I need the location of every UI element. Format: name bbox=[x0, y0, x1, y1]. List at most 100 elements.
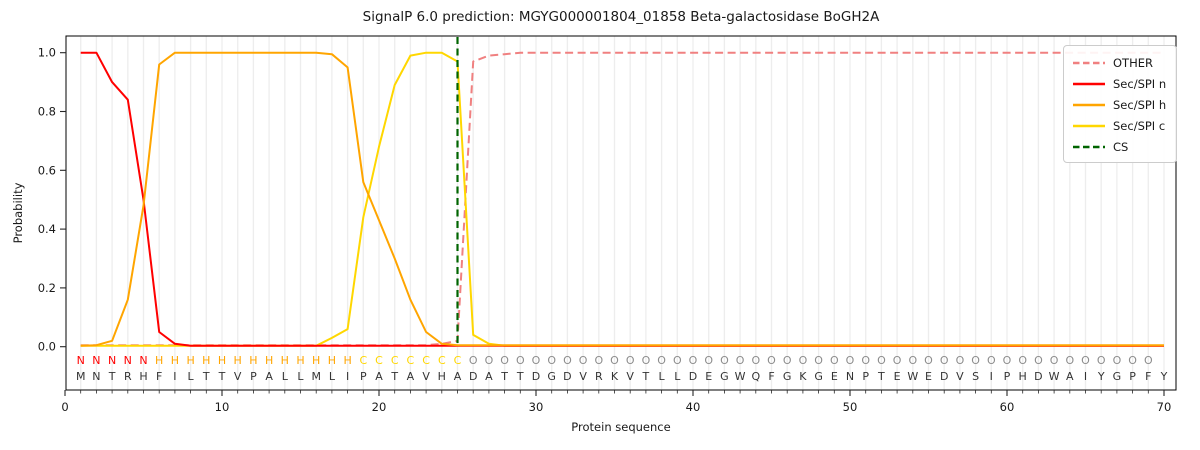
sec-spi-h-line bbox=[80, 51, 1164, 347]
region-letter: O bbox=[877, 354, 886, 367]
sequence-letter: Y bbox=[1097, 370, 1105, 383]
region-letter: O bbox=[1097, 354, 1106, 367]
legend-line-sample bbox=[1073, 145, 1105, 148]
sequence-letter: A bbox=[407, 370, 415, 383]
sec-spi-n-line bbox=[80, 51, 1164, 347]
region-letter: O bbox=[971, 354, 980, 367]
legend-entry: Sec/SPI h bbox=[1072, 94, 1168, 115]
sequence-letter: E bbox=[705, 370, 712, 383]
region-letter: N bbox=[139, 354, 147, 367]
region-letter: O bbox=[720, 354, 729, 367]
legend-line-sample bbox=[1073, 103, 1105, 106]
legend-line-sample bbox=[1073, 124, 1105, 127]
sequence-letter: N bbox=[92, 370, 100, 383]
region-letter: O bbox=[1050, 354, 1059, 367]
region-letter: O bbox=[516, 354, 525, 367]
region-letter: N bbox=[92, 354, 100, 367]
region-letter: O bbox=[987, 354, 996, 367]
region-letter: O bbox=[689, 354, 698, 367]
region-letter: O bbox=[485, 354, 494, 367]
legend-entry: OTHER bbox=[1072, 52, 1168, 73]
sequence-letter: P bbox=[360, 370, 367, 383]
sequence-letter: E bbox=[894, 370, 901, 383]
legend-label: Sec/SPI h bbox=[1113, 97, 1167, 112]
sequence-letter: H bbox=[438, 370, 446, 383]
sequence-letter: L bbox=[674, 370, 681, 383]
region-letter: N bbox=[77, 354, 85, 367]
region-letter: O bbox=[908, 354, 917, 367]
region-letter: H bbox=[234, 354, 242, 367]
region-letter: O bbox=[956, 354, 965, 367]
sequence-letter: D bbox=[940, 370, 948, 383]
chart-title: SignalP 6.0 prediction: MGYG000001804_01… bbox=[362, 9, 880, 25]
sequence-letter: R bbox=[124, 370, 132, 383]
axes-border bbox=[65, 35, 1177, 391]
y-tick-label: 0.2 bbox=[38, 281, 56, 295]
sequence-letter: A bbox=[454, 370, 462, 383]
sequence-letter: Y bbox=[1160, 370, 1168, 383]
region-letter: O bbox=[1003, 354, 1012, 367]
region-letter: N bbox=[124, 354, 132, 367]
sequence-letter: T bbox=[516, 370, 524, 383]
region-letter: O bbox=[1081, 354, 1090, 367]
sequence-letter: V bbox=[956, 370, 964, 383]
region-letter: O bbox=[626, 354, 635, 367]
legend-label: Sec/SPI n bbox=[1113, 76, 1167, 91]
y-tick-label: 1.0 bbox=[38, 46, 56, 60]
sequence-letter: T bbox=[218, 370, 226, 383]
region-letter: O bbox=[1018, 354, 1027, 367]
sequence-letter: I bbox=[1084, 370, 1087, 383]
sequence-letter: R bbox=[595, 370, 603, 383]
sequence-letter: V bbox=[626, 370, 634, 383]
region-letter: H bbox=[186, 354, 194, 367]
x-tick-label: 20 bbox=[372, 400, 387, 414]
sequence-letter: M bbox=[76, 370, 86, 383]
region-letter: O bbox=[1144, 354, 1153, 367]
region-letter: C bbox=[454, 354, 462, 367]
sequence-letter: D bbox=[1034, 370, 1042, 383]
region-letter: H bbox=[296, 354, 304, 367]
sequence-letter: F bbox=[1145, 370, 1151, 383]
legend-entry: CS bbox=[1072, 136, 1168, 157]
sequence-letter: G bbox=[547, 370, 556, 383]
legend-line-sample bbox=[1073, 61, 1105, 64]
region-letter: O bbox=[861, 354, 870, 367]
region-letter: C bbox=[359, 354, 367, 367]
region-letter: H bbox=[328, 354, 336, 367]
region-letter: O bbox=[924, 354, 933, 367]
sequence-letter: T bbox=[642, 370, 650, 383]
region-letter: O bbox=[642, 354, 651, 367]
sequence-letter: D bbox=[563, 370, 571, 383]
region-letter: C bbox=[375, 354, 383, 367]
region-letter: O bbox=[799, 354, 808, 367]
x-tick-label: 70 bbox=[1157, 400, 1172, 414]
region-letter: C bbox=[407, 354, 415, 367]
sequence-letter: K bbox=[611, 370, 619, 383]
sequence-letter: H bbox=[1019, 370, 1027, 383]
region-letter: H bbox=[171, 354, 179, 367]
sequence-letter: A bbox=[265, 370, 273, 383]
sequence-letter: G bbox=[783, 370, 792, 383]
sequence-letter: A bbox=[485, 370, 493, 383]
sequence-letter: W bbox=[1049, 370, 1060, 383]
region-letter: O bbox=[1128, 354, 1137, 367]
legend-label: Sec/SPI c bbox=[1113, 118, 1166, 133]
sequence-letter: V bbox=[234, 370, 242, 383]
legend: OTHER Sec/SPI n Sec/SPI h Sec/SPI c CS bbox=[1063, 45, 1177, 163]
x-tick-label: 10 bbox=[215, 400, 230, 414]
y-tick-label: 0.0 bbox=[38, 340, 56, 354]
sequence-letter: A bbox=[375, 370, 383, 383]
sequence-letter: M bbox=[311, 370, 321, 383]
sequence-letter: S bbox=[972, 370, 979, 383]
legend-label: OTHER bbox=[1113, 55, 1153, 70]
region-letter: C bbox=[438, 354, 446, 367]
sequence-letter: L bbox=[297, 370, 304, 383]
x-tick-label: 0 bbox=[61, 400, 68, 414]
y-tick-label: 0.8 bbox=[38, 105, 56, 119]
region-letter: O bbox=[736, 354, 745, 367]
x-tick-label: 40 bbox=[686, 400, 701, 414]
sequence-letter: P bbox=[1129, 370, 1136, 383]
sequence-letter: G bbox=[720, 370, 729, 383]
region-letter: O bbox=[547, 354, 556, 367]
sequence-letter: P bbox=[250, 370, 257, 383]
